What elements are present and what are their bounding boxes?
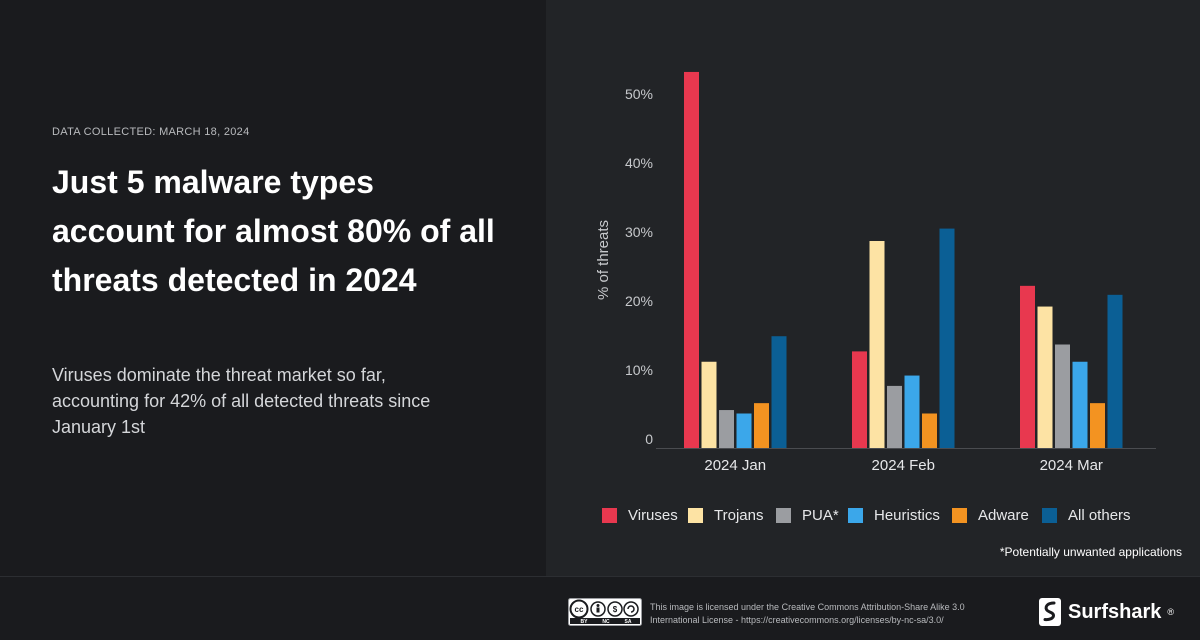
y-tick-label: 20% [625,293,653,309]
legend-swatch [776,508,791,523]
cc-label-sa: SA [625,619,632,625]
bar-chart: 0 10% 20% 30% 40% 50% % of threats 2024 Jan 2024… [595,71,1156,524]
legend-label: Trojans [714,507,763,524]
legend-swatch [848,508,863,523]
bar [904,375,920,448]
x-category-label: 2024 Jan [704,457,766,474]
y-axis-label: % of threats [595,220,612,300]
bar [852,351,867,448]
bar [754,403,769,448]
bar [771,336,787,448]
legend-swatch [688,508,703,523]
y-tick-label: 50% [625,86,653,102]
svg-text:$: $ [613,605,618,614]
svg-text:cc: cc [575,605,584,614]
date-collected: DATA COLLECTED: MARCH 18, 2024 [52,126,250,138]
y-tick-label: 30% [625,224,653,240]
legend-label: Heuristics [874,507,940,524]
cc-label-nc: NC [602,619,610,625]
brand-reg-mark: ® [1167,607,1175,617]
bar [1107,294,1123,448]
cc-license-badge-icon: cc $ BY NC SA [568,598,642,626]
license-text: This image is licensed under the Creativ… [650,602,965,625]
bar [1072,361,1088,448]
bar [922,413,937,448]
x-category-label: 2024 Mar [1040,457,1103,474]
headline: Just 5 malware types account for almost … [52,164,495,298]
bar [1090,403,1105,448]
bar [939,228,955,448]
bar [887,385,902,448]
brand: Surfshark ® [1038,596,1174,628]
surfshark-logo-icon [1039,598,1061,626]
bar [701,361,717,448]
intro-panel: DATA COLLECTED: MARCH 18, 2024 Just 5 ma… [0,0,546,576]
legend-label: Viruses [628,507,678,524]
y-tick-label: 10% [625,362,653,378]
bar [684,71,699,448]
cc-label-by: BY [581,619,589,625]
bar [1020,285,1035,448]
legend-swatch [1042,508,1057,523]
legend-label: Adware [978,507,1029,524]
legend-label: PUA* [802,507,839,524]
bar [1055,344,1070,448]
legend-label: All others [1068,507,1131,524]
bar [736,413,752,448]
subtext: Viruses dominate the threat market so fa… [52,365,431,437]
y-tick-label: 40% [625,155,653,171]
bar [719,410,734,448]
footnote: *Potentially unwanted applications [999,545,1182,559]
legend-swatch [602,508,617,523]
bar [869,241,885,448]
x-category-label: 2024 Feb [872,457,935,474]
brand-name: Surfshark [1068,600,1162,623]
bar [1037,306,1053,448]
legend-swatch [952,508,967,523]
y-tick-label: 0 [645,431,653,447]
